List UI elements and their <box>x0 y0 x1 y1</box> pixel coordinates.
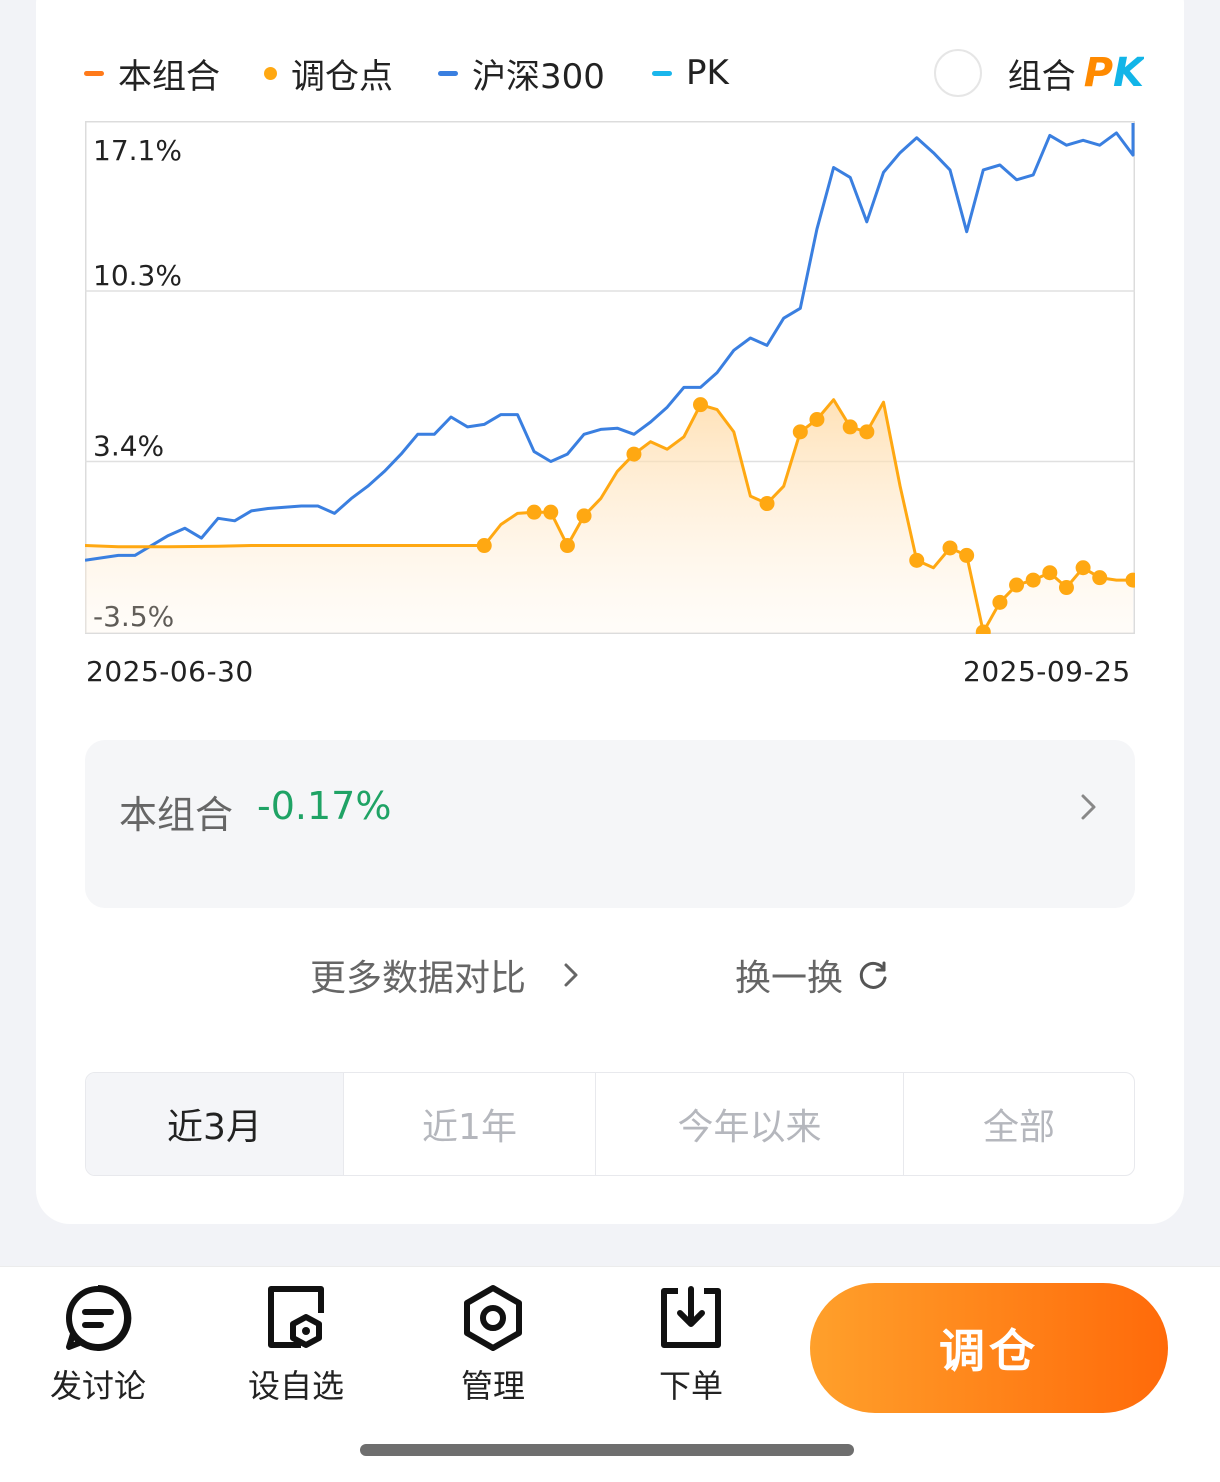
chart-legend: 本组合 调仓点 沪深300 PK 组合 PK <box>84 49 1144 97</box>
rebalance-point <box>992 594 1008 610</box>
portfolio-summary-row[interactable]: 本组合 -0.17% <box>85 740 1135 908</box>
legend-dot-icon <box>264 66 277 80</box>
legend-item-csi300: 沪深300 <box>438 50 605 97</box>
tab-1-year[interactable]: 近1年 <box>344 1073 596 1175</box>
x-tick-start: 2025-06-30 <box>86 655 254 688</box>
rebalance-point <box>1025 572 1041 588</box>
legend-label: 沪深300 <box>472 56 605 97</box>
rebalance-point <box>909 552 925 568</box>
nav-label: 下单 <box>658 1367 723 1405</box>
period-tabs: 近3月 近1年 今年以来 全部 <box>85 1072 1135 1176</box>
legend-dash-icon <box>84 70 104 76</box>
radio-icon[interactable] <box>933 49 982 97</box>
rebalance-point <box>543 504 559 520</box>
nav-label: 设自选 <box>247 1367 344 1405</box>
chat-icon <box>66 1284 132 1351</box>
legend-dash-icon <box>438 70 458 76</box>
rebalance-point <box>1092 570 1108 586</box>
rebalance-point <box>476 538 492 554</box>
more-data-label: 更多数据对比 <box>310 958 527 999</box>
legend-item-pk: PK <box>652 50 729 96</box>
nav-place-order[interactable]: 下单 <box>621 1283 761 1407</box>
rebalance-point <box>692 397 708 413</box>
legend-label: 本组合 <box>118 56 220 97</box>
rebalance-point <box>576 508 592 524</box>
pk-toggle[interactable]: 组合 PK <box>933 49 1144 97</box>
rebalance-point <box>1058 580 1074 596</box>
legend-item-portfolio: 本组合 <box>84 50 220 97</box>
rebalance-point <box>809 412 825 428</box>
nav-label: 发讨论 <box>49 1367 146 1405</box>
rebalance-point <box>792 424 808 440</box>
rebalance-point <box>975 624 991 634</box>
tab-3-months[interactable]: 近3月 <box>86 1073 344 1175</box>
portfolio-area <box>85 399 1133 633</box>
legend-label: 调仓点 <box>291 56 393 97</box>
summary-return-value: -0.17% <box>257 784 392 828</box>
legend-item-rebalance: 调仓点 <box>264 50 393 97</box>
rebalance-point <box>842 419 858 435</box>
add-watchlist-icon <box>268 1286 324 1348</box>
nav-label: 管理 <box>460 1367 525 1405</box>
nav-manage[interactable]: 管理 <box>423 1283 563 1407</box>
rebalance-button[interactable]: 调仓 <box>810 1283 1168 1413</box>
refresh-icon <box>859 961 887 989</box>
performance-chart: 17.1%10.3%3.4%-3.5% <box>85 121 1135 634</box>
refresh-label: 换一换 <box>735 958 844 999</box>
manage-icon <box>464 1285 522 1351</box>
y-tick-label: 3.4% <box>93 430 164 463</box>
nav-add-watchlist[interactable]: 设自选 <box>226 1283 366 1407</box>
refresh-button[interactable]: 换一换 <box>735 950 891 1000</box>
legend-dash-icon <box>652 70 672 76</box>
y-tick-label: 10.3% <box>93 259 182 292</box>
rebalance-point <box>959 547 975 563</box>
rebalance-point <box>559 538 575 554</box>
rebalance-point <box>1042 565 1058 581</box>
tab-all[interactable]: 全部 <box>982 1107 1055 1148</box>
chevron-right-icon <box>1081 794 1096 820</box>
legend-label: PK <box>686 53 729 93</box>
home-indicator <box>360 1444 854 1456</box>
summary-label: 本组合 <box>119 793 234 837</box>
rebalance-point <box>526 504 542 520</box>
tab-ytd[interactable]: 今年以来 <box>596 1073 904 1175</box>
csi300-line <box>85 123 1135 562</box>
rebalance-point <box>759 496 775 512</box>
order-icon <box>661 1286 721 1348</box>
nav-discuss[interactable]: 发讨论 <box>28 1283 168 1407</box>
rebalance-point <box>1125 572 1135 588</box>
rebalance-point <box>942 540 958 556</box>
more-data-compare-link[interactable]: 更多数据对比 <box>310 950 586 1000</box>
x-tick-end: 2025-09-25 <box>963 655 1131 688</box>
pk-toggle-label: 组合 <box>1007 56 1076 97</box>
rebalance-point <box>859 424 875 440</box>
y-tick-label: 17.1% <box>93 134 182 167</box>
rebalance-point <box>1075 560 1091 576</box>
pk-logo: PK <box>1083 50 1144 96</box>
bottom-action-bar: 发讨论 设自选 管理 下单 调仓 <box>0 1266 1220 1482</box>
chevron-right-icon <box>564 963 578 987</box>
rebalance-point <box>626 446 642 462</box>
chart-frame <box>85 121 1135 634</box>
rebalance-point <box>1009 577 1025 593</box>
